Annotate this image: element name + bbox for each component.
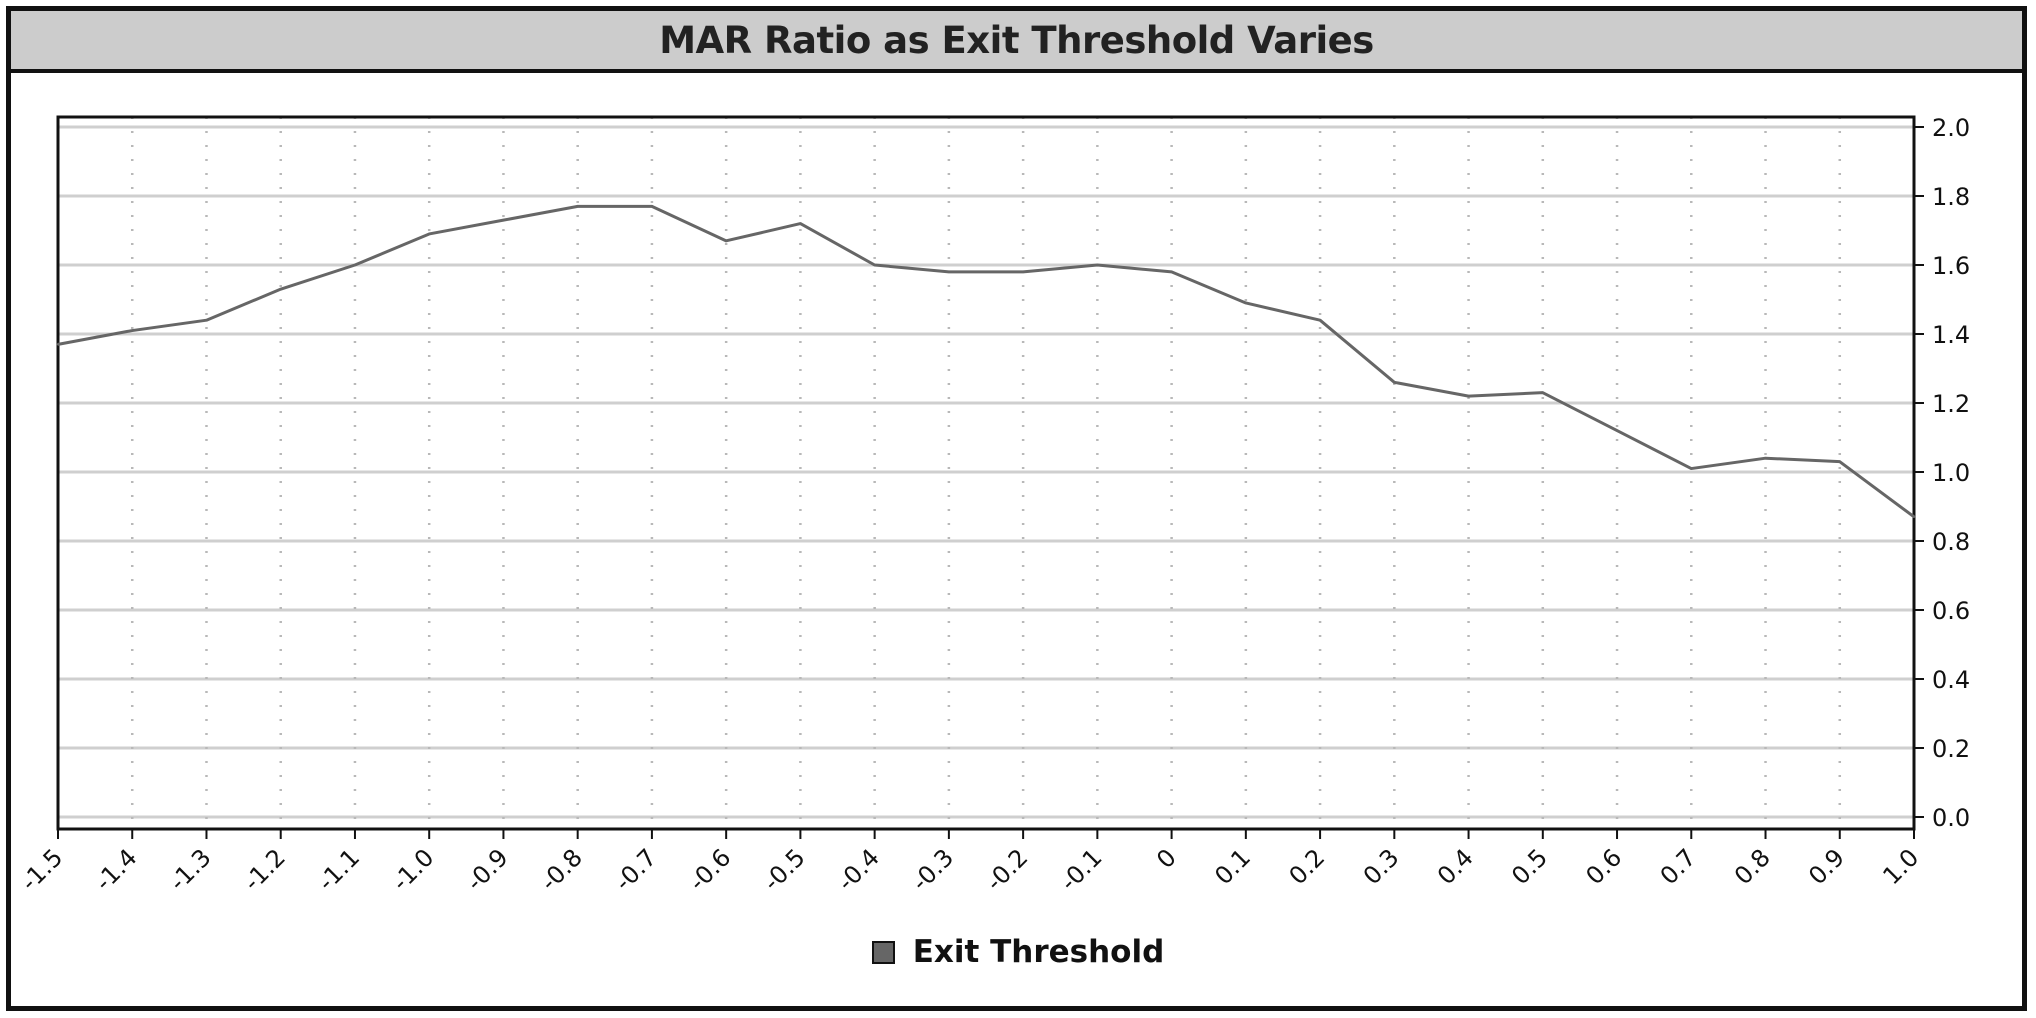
data-point — [1541, 391, 1545, 394]
data-point — [873, 263, 876, 267]
data-point — [1393, 381, 1396, 384]
x-tick-label: -1.2 — [238, 843, 291, 896]
x-tick-label: 0.4 — [1432, 843, 1479, 890]
x-tick-label: 1.0 — [1877, 843, 1924, 890]
x-tick-label: -0.9 — [461, 843, 514, 896]
x-tick-label: -1.1 — [312, 843, 365, 896]
data-point — [1170, 270, 1173, 274]
data-point — [1467, 394, 1470, 398]
x-tick-label: -1.0 — [387, 843, 440, 896]
chart-title: MAR Ratio as Exit Threshold Varies — [659, 18, 1374, 62]
y-tick-label: 1.6 — [1932, 252, 1970, 280]
y-tick-label: 0.4 — [1932, 666, 1970, 694]
y-tick-label: 1.2 — [1932, 390, 1970, 418]
data-point — [1615, 429, 1619, 432]
x-tick-label: 0.7 — [1655, 843, 1702, 890]
data-point — [353, 263, 357, 267]
data-point — [1912, 515, 1916, 519]
data-point — [502, 218, 505, 222]
legend-label: Exit Threshold — [912, 934, 1165, 970]
y-tick-label: 2.0 — [1932, 114, 1970, 142]
data-point — [205, 319, 208, 322]
data-point — [56, 343, 60, 346]
y-tick-label: 0.8 — [1932, 528, 1970, 556]
y-tick-label: 0.0 — [1932, 804, 1970, 832]
title-bar: MAR Ratio as Exit Threshold Varies — [11, 11, 2022, 73]
x-tick-label: 0.8 — [1729, 843, 1776, 890]
data-point — [1838, 460, 1841, 463]
series-line — [57, 204, 1915, 519]
x-tick-label: -0.5 — [758, 843, 811, 896]
data-point — [428, 232, 431, 236]
x-tick-label: -0.8 — [535, 843, 588, 896]
x-tick-label: 0.1 — [1209, 843, 1256, 890]
data-point — [1021, 270, 1025, 274]
data-point — [1764, 457, 1767, 460]
x-tick-label: -0.1 — [1055, 843, 1108, 896]
data-point — [724, 239, 728, 243]
x-tick-label: -0.6 — [683, 843, 736, 896]
data-point — [650, 205, 654, 208]
x-tick-label: -1.3 — [164, 843, 217, 896]
y-tick-label: 1.4 — [1932, 321, 1970, 349]
x-tick-label: 0.2 — [1284, 843, 1331, 890]
x-tick-label: -0.3 — [906, 843, 959, 896]
legend: Exit Threshold — [0, 932, 2036, 972]
x-tick-label: -0.7 — [609, 843, 662, 896]
x-tick-label: 0.3 — [1358, 843, 1405, 890]
x-tick-label: -0.2 — [980, 843, 1033, 896]
y-tick-label: 1.0 — [1932, 459, 1970, 487]
data-point — [576, 205, 579, 208]
y-tick-label: 0.2 — [1932, 735, 1970, 763]
x-tick-label: 0.9 — [1803, 843, 1850, 890]
data-point — [1244, 301, 1248, 305]
x-tick-label: -1.4 — [90, 843, 143, 896]
legend-swatch — [871, 940, 895, 964]
data-point — [1318, 319, 1322, 322]
x-tick-label: -0.4 — [832, 843, 885, 896]
data-point — [1096, 263, 1099, 267]
x-tick-label: 0.6 — [1580, 843, 1627, 890]
data-point — [799, 222, 802, 225]
data-point — [131, 329, 134, 332]
x-tick-label: 0.5 — [1506, 843, 1553, 890]
data-point — [947, 270, 951, 274]
data-point — [279, 287, 282, 291]
x-tick-label: 0 — [1151, 843, 1182, 874]
x-tick-label: -1.5 — [15, 843, 68, 896]
data-point — [1690, 467, 1693, 470]
y-tick-label: 1.8 — [1932, 183, 1970, 211]
y-tick-label: 0.6 — [1932, 597, 1970, 625]
